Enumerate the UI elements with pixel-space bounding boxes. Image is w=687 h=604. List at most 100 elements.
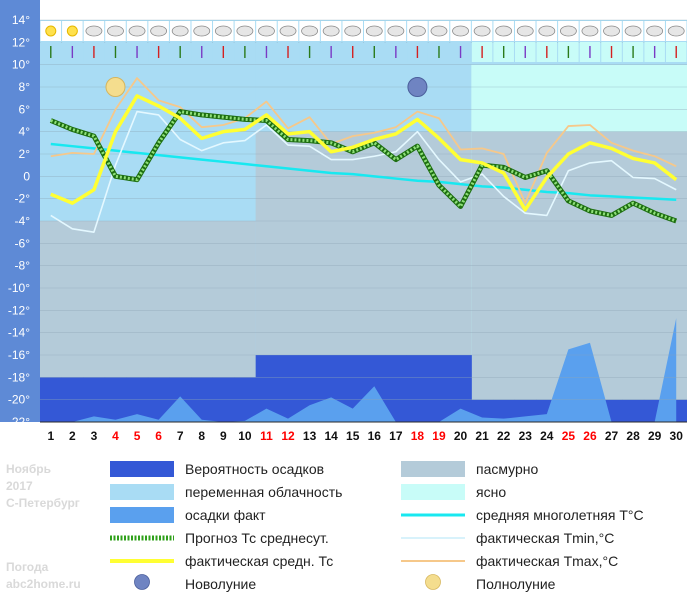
- cloud-icon: [495, 25, 513, 37]
- y-tick-labels: 14° 12° 10° 8° 6° 4° 2° 0 -2° -4° -6° -8° -10° -12° -1…: [8, 13, 30, 429]
- moon-phases: [105, 77, 428, 97]
- new-moon-icon: [134, 574, 150, 590]
- legend-label-full-moon: Полнолуние: [476, 576, 556, 592]
- precip-prob-bar: [385, 355, 408, 422]
- site-label-2: abc2home.ru: [6, 577, 81, 591]
- cloud-icon: [344, 25, 362, 37]
- x-tick-label: 11: [260, 429, 273, 443]
- precip-prob-bar: [428, 355, 451, 422]
- legend-label-tmax: фактическая Tmax,°C: [476, 553, 618, 569]
- y-axis-panel: [0, 0, 40, 422]
- legend-swatch-variable: [110, 484, 174, 500]
- legend-label-variable: переменная облачность: [185, 484, 342, 500]
- cloud-icon: [538, 25, 556, 37]
- series-lines: [49, 77, 678, 233]
- precip-prob-bar: [449, 355, 472, 422]
- precip-prob-bar: [255, 355, 278, 422]
- x-tick-label: 7: [177, 429, 184, 443]
- y-tick-label: -20°: [8, 393, 30, 407]
- cloud-icon: [430, 25, 448, 37]
- cloud-icon: [473, 25, 491, 37]
- x-tick-label: 6: [155, 429, 162, 443]
- sun-icon: [45, 25, 57, 37]
- legend-swatch-clear: [401, 484, 465, 500]
- x-tick-label: 23: [519, 429, 533, 443]
- y-tick-label: -2°: [15, 192, 31, 206]
- legend-label-tmin: фактическая Tmin,°C: [476, 530, 614, 546]
- legend-swatch-precip-prob: [110, 461, 174, 477]
- legend-label-precip-prob: Вероятность осадков: [185, 461, 324, 477]
- x-tick-label: 9: [220, 429, 227, 443]
- y-tick-label: -8°: [15, 259, 31, 273]
- y-tick-label: -10°: [8, 281, 30, 295]
- y-tick-label: -14°: [8, 326, 30, 340]
- x-tick-label: 27: [605, 429, 619, 443]
- x-tick-label: 13: [303, 429, 317, 443]
- x-tick-label: 3: [91, 429, 98, 443]
- y-tick-label: -4°: [15, 214, 31, 228]
- legend-swatch-overcast: [401, 461, 465, 477]
- y-tick-label: -16°: [8, 348, 30, 362]
- cloud-icon: [452, 25, 469, 37]
- y-tick-label: 2°: [19, 147, 31, 161]
- cloud-icon: [409, 25, 426, 37]
- cloud-icon: [581, 25, 599, 37]
- y-tick-label: 8°: [19, 80, 31, 94]
- grid: [40, 19, 687, 423]
- x-tick-label: 5: [134, 429, 141, 443]
- cloud-icon: [646, 25, 664, 37]
- full-moon-icon: [425, 574, 441, 590]
- legend-swatch-precip-fact: [110, 507, 174, 523]
- x-tick-label: 17: [389, 429, 403, 443]
- x-tick-label: 14: [324, 429, 338, 443]
- precip-prob-bar: [277, 355, 300, 422]
- cloud-icon: [128, 25, 146, 37]
- x-tick-label: 29: [648, 429, 662, 443]
- cloud-icon: [193, 25, 211, 37]
- y-tick-label: 6°: [19, 102, 31, 116]
- cloud-icon: [301, 25, 318, 37]
- cloud-icon: [603, 25, 620, 37]
- site-label-1: Погода: [6, 560, 49, 574]
- cloud-icon: [279, 25, 297, 37]
- x-tick-label: 30: [670, 429, 684, 443]
- legend-label-precip-fact: осадки факт: [185, 507, 266, 523]
- new-moon-marker: [407, 77, 428, 97]
- x-tick-label: 28: [626, 429, 640, 443]
- x-tick-label: 16: [368, 429, 382, 443]
- y-tick-label: 14°: [12, 13, 30, 27]
- cloud-icon: [322, 25, 340, 37]
- cloud-icon: [559, 25, 577, 37]
- tmax-line: [50, 77, 677, 205]
- x-tick-label: 20: [454, 429, 468, 443]
- cloud-icon: [365, 25, 383, 37]
- cloud-icon: [624, 25, 642, 37]
- tmin-line: [50, 110, 677, 233]
- x-tick-label: 4: [112, 429, 119, 443]
- y-tick-label: 10°: [12, 58, 30, 72]
- cloud-icon: [258, 25, 275, 37]
- y-tick-label: 0: [23, 169, 30, 183]
- cloud-icon: [107, 25, 124, 37]
- y-tick-label: -12°: [8, 303, 30, 317]
- cloud-icon: [171, 25, 189, 37]
- precip-prob-bar: [622, 399, 645, 422]
- y-tick-label: 12°: [12, 35, 30, 49]
- cloud-icon: [387, 25, 405, 37]
- x-tick-label: 24: [540, 429, 554, 443]
- avg-longterm-line: [50, 142, 677, 202]
- x-tick-label: 10: [238, 429, 252, 443]
- forecast-line: [50, 110, 677, 223]
- legend: Вероятность осадков пасмурно переменная …: [110, 461, 644, 592]
- y-tick-label: -18°: [8, 370, 30, 384]
- precip-fact: [50, 318, 677, 422]
- y-tick-label: -22°: [8, 415, 30, 429]
- cloud-icon: [667, 25, 685, 37]
- y-tick-label: 4°: [19, 125, 31, 139]
- cloud-icon: [516, 25, 534, 37]
- x-tick-label: 8: [198, 429, 205, 443]
- tavg-line: [50, 94, 678, 212]
- x-tick-label: 19: [432, 429, 446, 443]
- x-tick-label: 15: [346, 429, 360, 443]
- year-label: 2017: [6, 479, 33, 493]
